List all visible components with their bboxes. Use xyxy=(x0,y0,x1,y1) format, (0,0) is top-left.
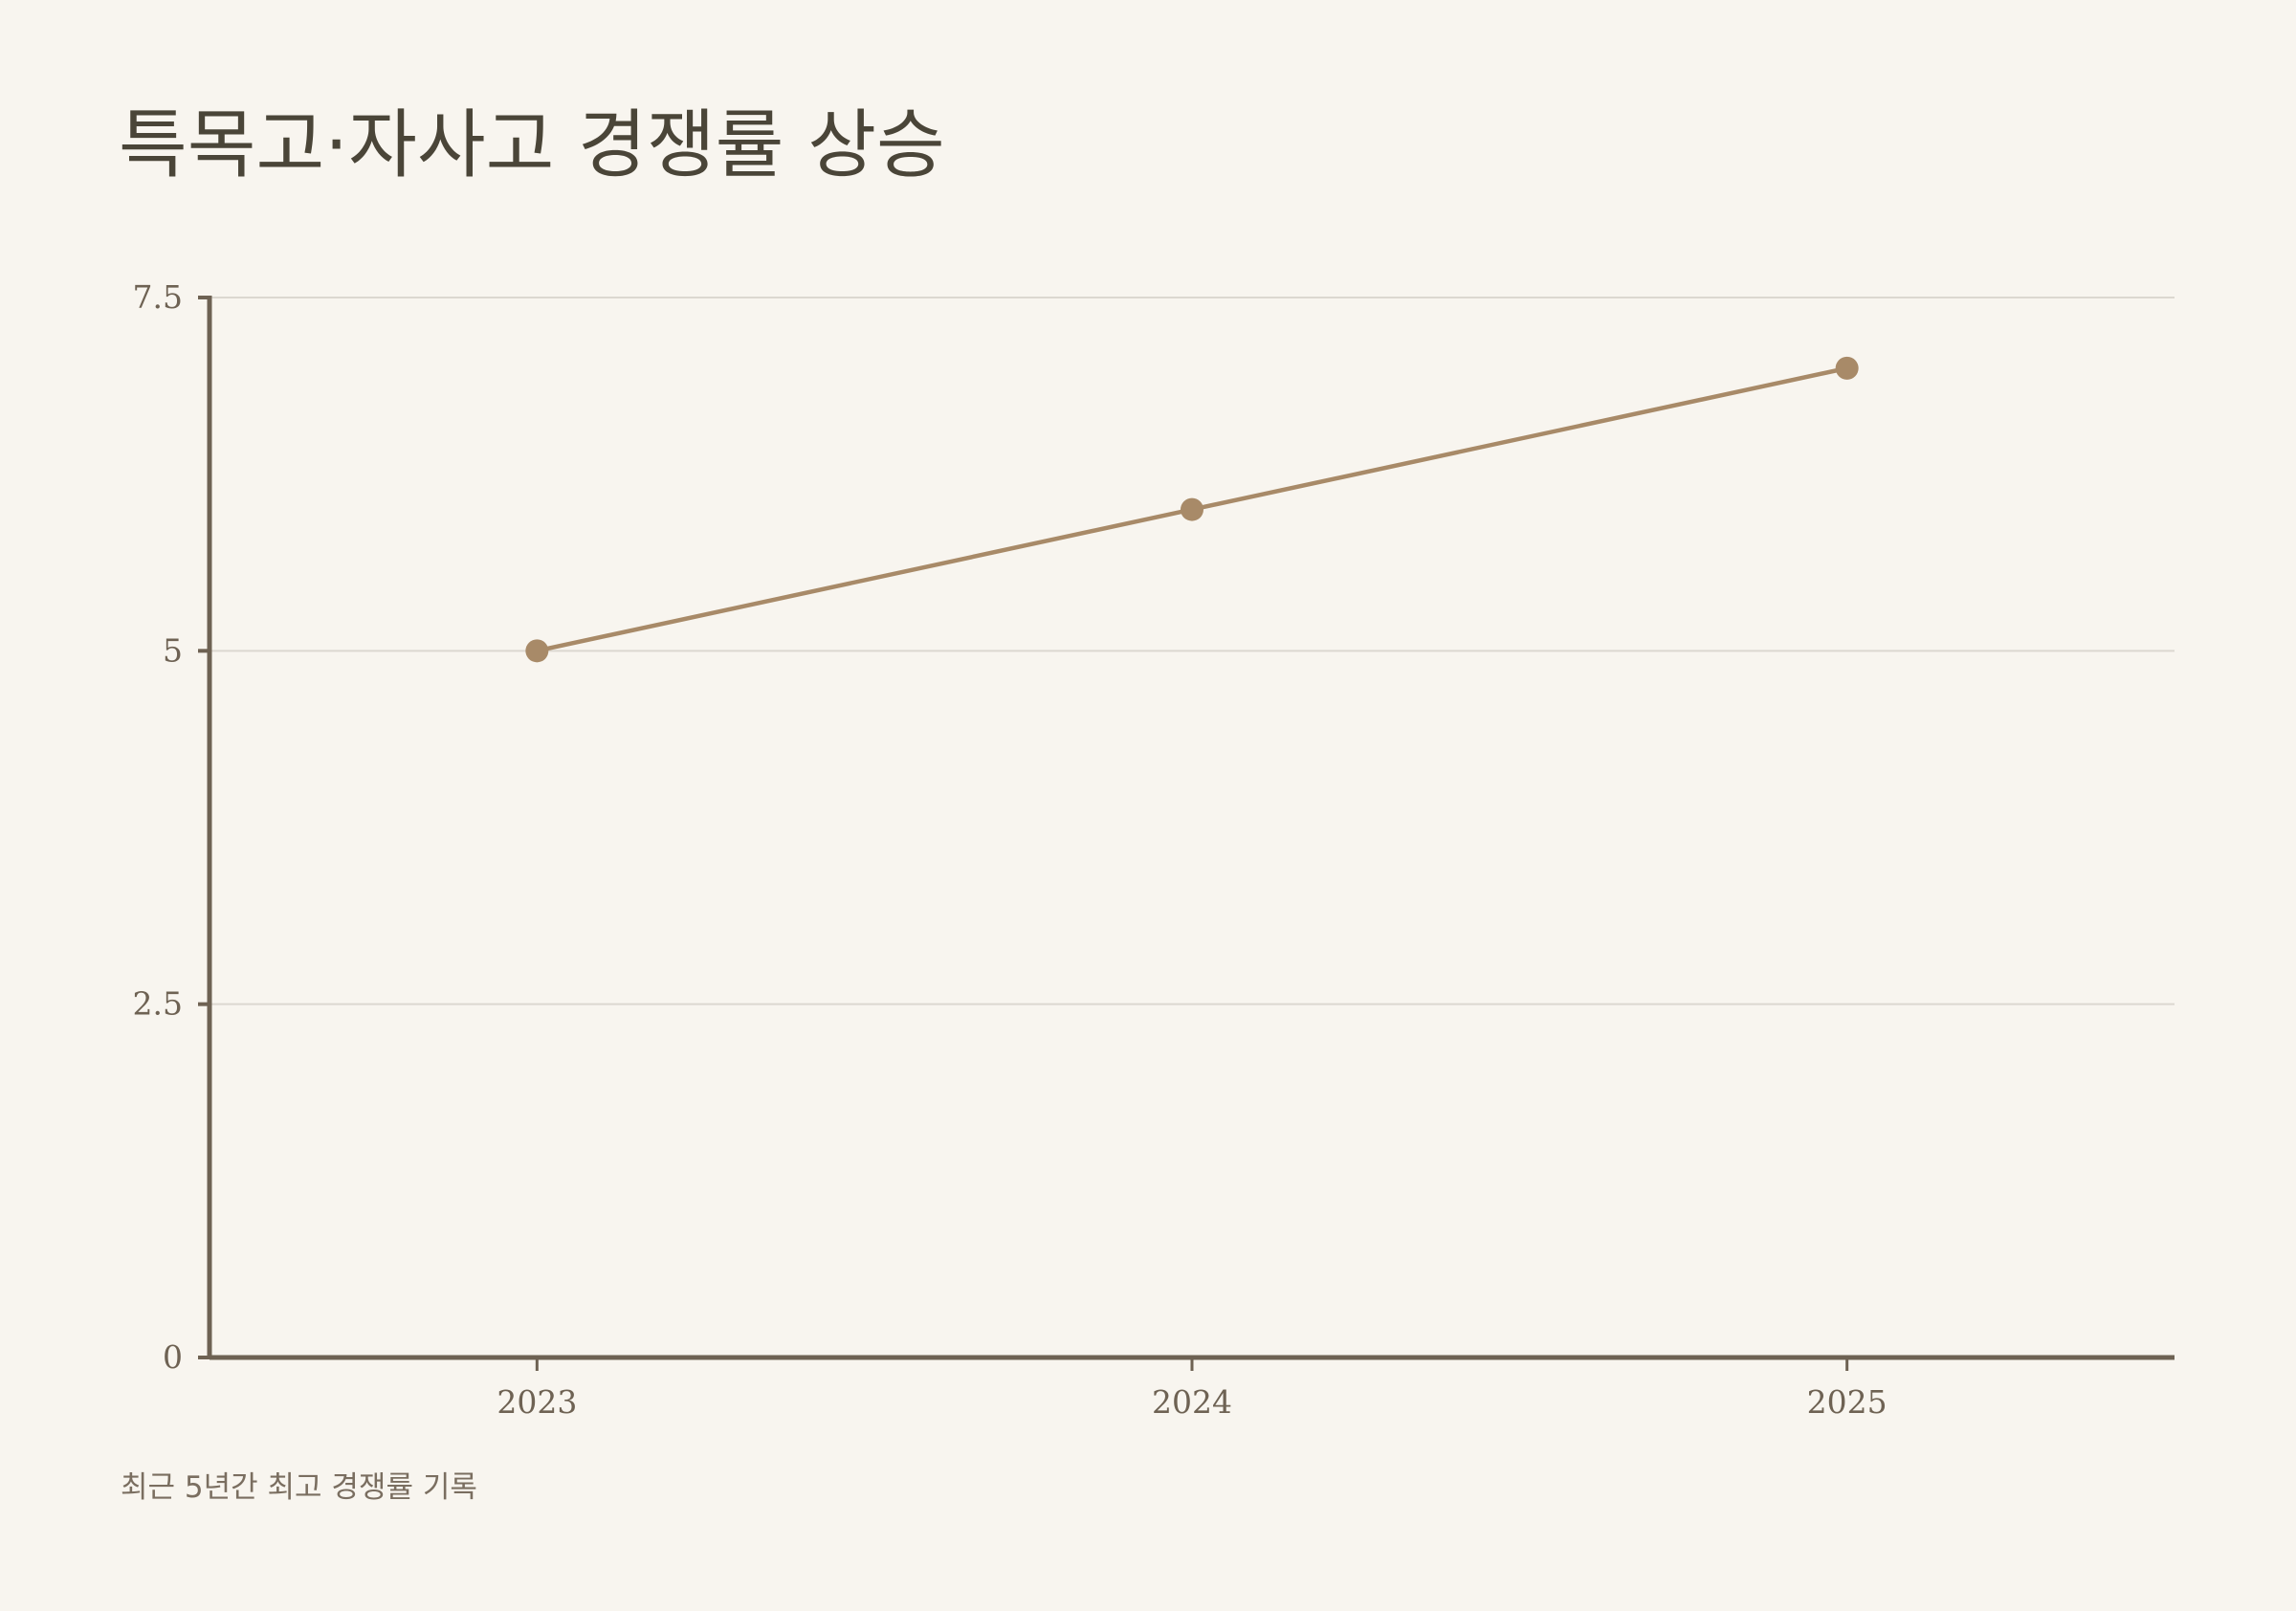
data-point xyxy=(525,639,549,663)
y-tick-label: 2.5 xyxy=(133,985,183,1023)
y-tick-label: 7.5 xyxy=(133,278,183,316)
data-point xyxy=(1835,356,1859,380)
x-tick-label: 2024 xyxy=(1152,1383,1232,1421)
x-tick-label: 2023 xyxy=(497,1383,577,1421)
chart-title: 특목고·자사고 경쟁률 상승 xyxy=(119,102,945,188)
chart-note: 최근 5년간 최고 경쟁률 기록 xyxy=(121,1470,477,1505)
y-tick-label: 5 xyxy=(163,631,183,669)
y-tick-label: 0 xyxy=(163,1338,183,1376)
x-tick-label: 2025 xyxy=(1807,1383,1888,1421)
data-point xyxy=(1181,497,1203,521)
